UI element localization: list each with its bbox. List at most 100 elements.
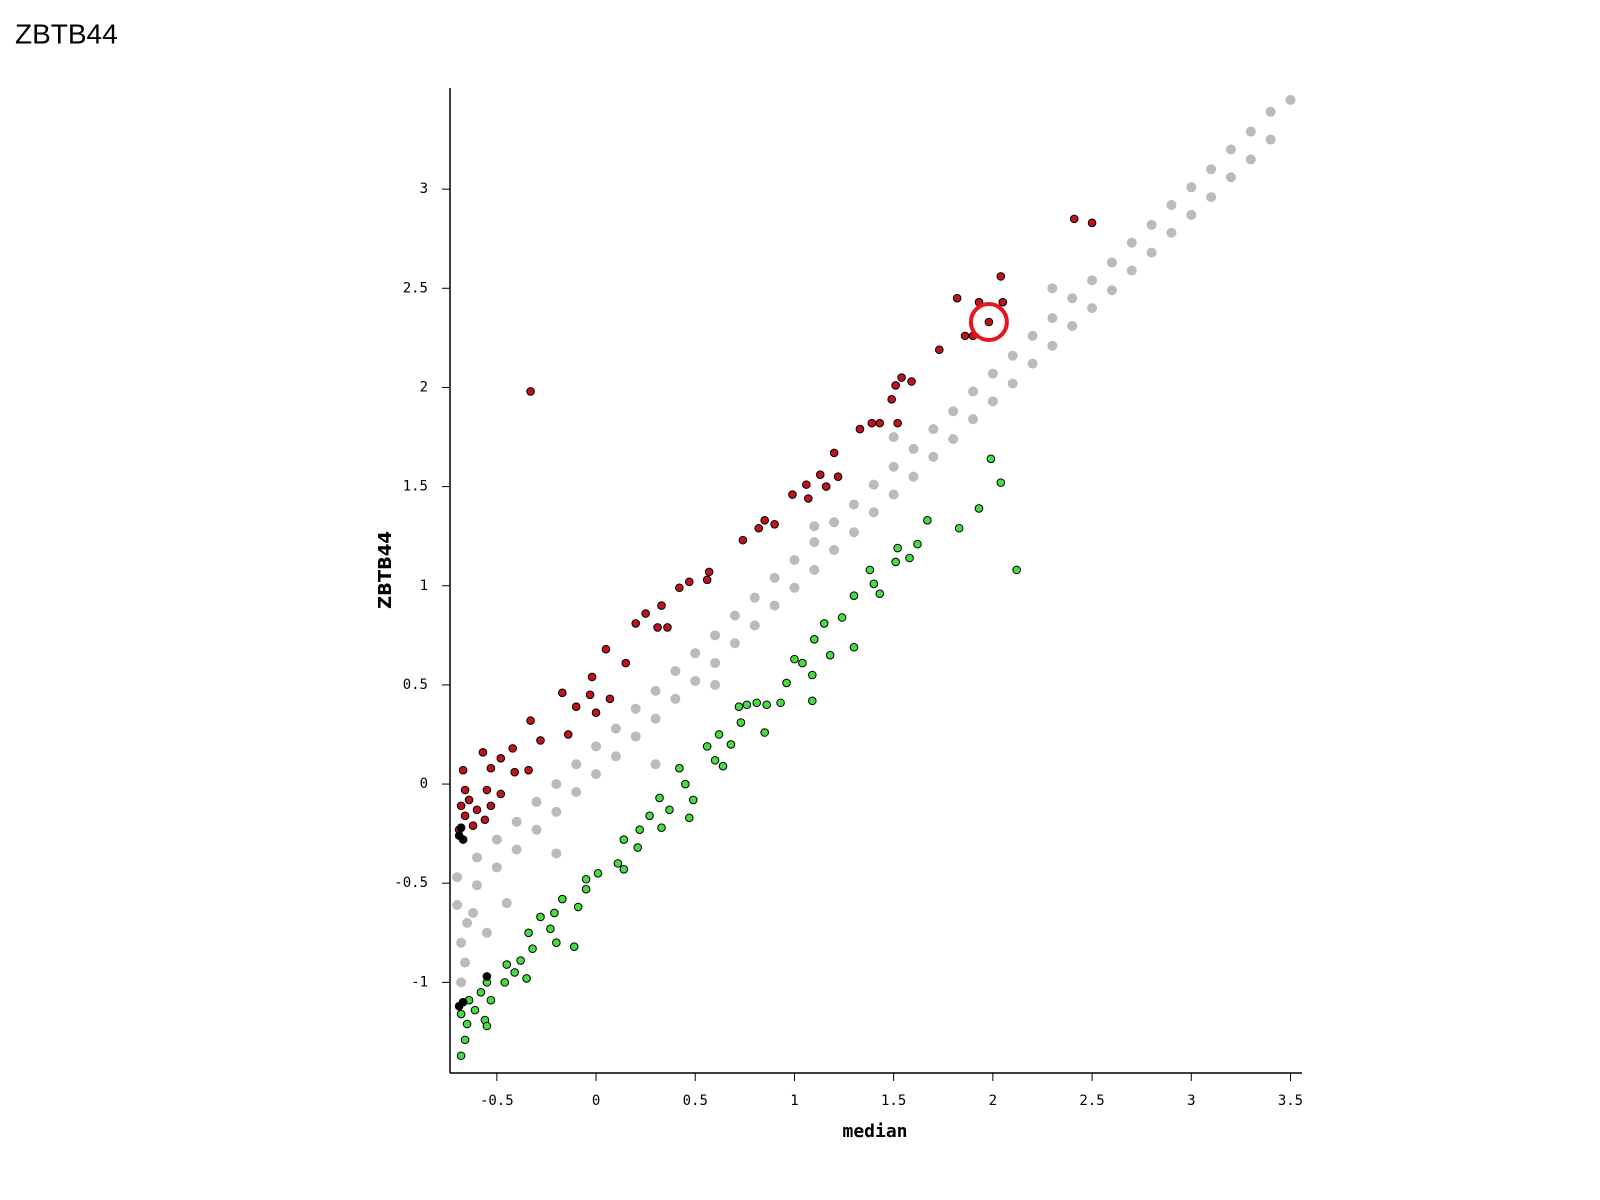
point [635,825,644,834]
point [460,811,470,821]
point [893,418,902,428]
point [1225,144,1236,155]
point [550,908,559,918]
point [571,702,581,712]
point [462,917,473,928]
point [605,694,615,704]
point [1106,257,1117,268]
point [821,482,831,491]
point [480,815,490,825]
point [837,613,847,622]
point [1027,330,1038,341]
point [684,813,694,823]
point [476,987,486,997]
point [802,480,811,489]
point [809,537,820,548]
point [996,272,1006,281]
point [571,759,582,770]
point [452,900,463,911]
point [704,567,714,577]
point [591,741,602,752]
point [986,454,996,464]
point [736,718,746,727]
point [516,956,525,965]
point [1087,275,1098,286]
point [552,938,561,948]
point [952,293,962,303]
point [887,395,896,404]
point [510,968,519,977]
point [581,874,591,884]
point [928,424,939,435]
point [472,805,482,815]
point [1206,192,1217,203]
point [984,317,994,327]
x-tick-label: 0.5 [683,1093,708,1109]
point [998,297,1008,307]
point [809,634,819,644]
point [1067,320,1078,331]
point [663,623,672,632]
point [776,698,785,708]
point [536,912,545,922]
point [1146,247,1157,258]
point [522,974,531,983]
point [808,670,817,680]
y-tick-label: 2 [420,379,428,395]
point [875,418,885,428]
y-tick-label: 2.5 [403,280,428,296]
point [888,489,899,500]
point [491,834,502,845]
point [1012,565,1021,575]
point [524,928,533,938]
point [630,703,641,714]
point [1106,285,1117,296]
point [500,978,510,987]
point [613,859,623,868]
point [908,471,919,482]
point [650,759,661,770]
point [1047,283,1058,294]
point [734,702,744,712]
point [558,688,567,698]
point [1285,94,1296,105]
point [460,785,470,795]
y-tick-label: 3 [420,181,428,197]
point [710,755,720,765]
point [456,1051,466,1061]
point [481,927,492,938]
point [867,418,877,428]
point [496,789,506,799]
point [1166,200,1177,211]
point [789,554,800,565]
point [551,848,562,859]
point [1245,154,1256,165]
point [710,679,721,690]
y-tick-label: 1 [420,578,428,594]
point [868,507,879,518]
point [1069,214,1079,224]
point [1245,126,1256,137]
point [897,373,906,382]
point [464,795,474,805]
point [531,824,542,835]
point [923,516,932,525]
point [486,995,496,1005]
point [760,728,769,737]
point [486,763,496,773]
point [621,658,631,668]
point [829,545,840,556]
point [1206,164,1217,175]
point [1047,340,1058,351]
point [815,470,825,480]
point [968,386,979,397]
point [657,823,666,832]
point [742,700,752,710]
point [491,862,502,873]
x-tick-label: 0 [592,1093,600,1109]
point [585,690,595,700]
point [511,844,522,855]
point [482,972,492,981]
point [760,516,769,525]
